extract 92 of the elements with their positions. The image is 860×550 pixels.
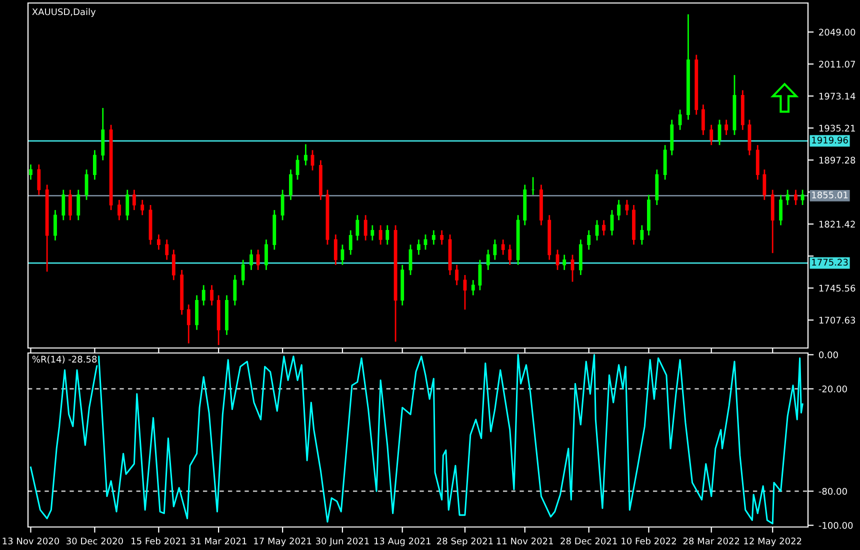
candlestick	[493, 238, 497, 261]
candlestick	[587, 230, 591, 250]
line-series	[30, 354, 804, 524]
candlestick	[241, 259, 245, 286]
candlestick	[701, 104, 705, 136]
ref-line-label: 1775.23	[812, 258, 848, 266]
candlestick	[210, 284, 214, 306]
ref-line-label: 1919.96	[812, 136, 848, 144]
x-tick-label: 11 Nov 2021	[496, 538, 553, 544]
candlestick	[334, 234, 338, 266]
x-tick-label: 10 Feb 2022	[622, 537, 676, 544]
candlestick	[202, 284, 206, 306]
candlestick	[570, 254, 574, 282]
y-tick-label: 1821.42	[819, 220, 855, 228]
candlestick	[76, 189, 80, 221]
candlestick	[370, 224, 374, 242]
candlestick	[250, 249, 253, 271]
candlestick	[416, 238, 420, 256]
candlestick	[710, 124, 714, 146]
candlestick	[678, 108, 682, 131]
candlestick	[640, 224, 644, 246]
y-tick-label: 1935.21	[819, 124, 855, 132]
candlestick	[800, 189, 804, 206]
candlestick	[165, 238, 169, 261]
candlestick	[424, 234, 428, 250]
candlestick	[304, 144, 308, 166]
candlestick	[562, 254, 566, 271]
candlestick	[68, 189, 72, 221]
x-tick-label: 12 May 2022	[744, 538, 802, 546]
y-tick-label: 1745.56	[819, 284, 856, 292]
x-tick-label: 28 Sep 2021	[437, 538, 493, 546]
x-tick-label: 31 Mar 2021	[190, 538, 246, 544]
candlestick	[117, 199, 121, 221]
x-tick-label: 13 Aug 2021	[374, 538, 430, 546]
candlestick	[486, 249, 490, 271]
candlestick	[126, 189, 130, 221]
y-tick-label: 2011.07	[819, 60, 855, 68]
candlestick	[54, 209, 57, 242]
y-tick-label: -100.00	[818, 522, 853, 529]
candlestick	[794, 189, 798, 206]
chart-title: %R(14) -28.58	[32, 356, 97, 364]
y-tick-label: 1973.14	[819, 92, 856, 100]
candlestick	[508, 244, 512, 266]
candlestick	[264, 238, 268, 271]
candlestick	[62, 189, 66, 221]
candlestick	[186, 304, 190, 344]
candlestick	[356, 214, 360, 242]
candlestick	[617, 199, 620, 221]
candlestick	[37, 164, 41, 196]
candlestick	[132, 189, 136, 211]
x-tick-label: 28 Dec 2021	[560, 538, 617, 544]
candlestick	[386, 224, 390, 246]
candlestick	[478, 259, 482, 291]
candlestick	[786, 189, 790, 206]
x-tick-label: 30 Jun 2021	[316, 538, 369, 546]
x-tick-label: 13 Nov 2020	[2, 538, 60, 544]
ref-line-label: 1855.01	[812, 191, 848, 198]
candlestick	[602, 219, 606, 236]
candlestick	[432, 230, 436, 246]
candlestick	[471, 279, 475, 296]
candlestick	[724, 119, 728, 136]
candlestick	[440, 230, 444, 246]
y-tick-label: 2049.00	[819, 28, 856, 36]
candlestick	[378, 224, 382, 246]
y-tick-label: 1897.28	[819, 156, 856, 164]
candlestick	[92, 149, 96, 180]
candlestick	[256, 249, 260, 271]
x-tick-label: 30 Dec 2020	[66, 538, 123, 544]
x-tick-label: 17 May 2021	[254, 538, 312, 546]
y-tick-label: -20.00	[818, 386, 847, 392]
x-tick-label: 15 Feb 2021	[132, 537, 186, 544]
candlestick	[140, 199, 144, 216]
candlestick	[348, 230, 352, 256]
candlestick	[156, 234, 160, 250]
text: XAUUSD,Daily	[32, 8, 96, 17]
candlestick	[340, 244, 344, 266]
candlestick	[29, 164, 32, 180]
candlestick	[463, 274, 467, 310]
candlestick	[501, 238, 505, 256]
candlestick	[289, 168, 292, 201]
candlestick	[779, 194, 782, 226]
candlestick	[455, 264, 459, 286]
y-tick-label: -80.00	[818, 488, 847, 495]
y-tick-label: 0.00	[819, 351, 838, 358]
y-tick-label: 1707.63	[819, 316, 856, 324]
candlestick	[280, 189, 284, 221]
x-tick-label: 28 Mar 2022	[683, 538, 740, 544]
candlestick	[762, 168, 766, 201]
candlestick	[625, 199, 629, 216]
candlestick	[364, 214, 368, 242]
candlestick	[233, 274, 237, 306]
candlestick	[172, 249, 176, 281]
